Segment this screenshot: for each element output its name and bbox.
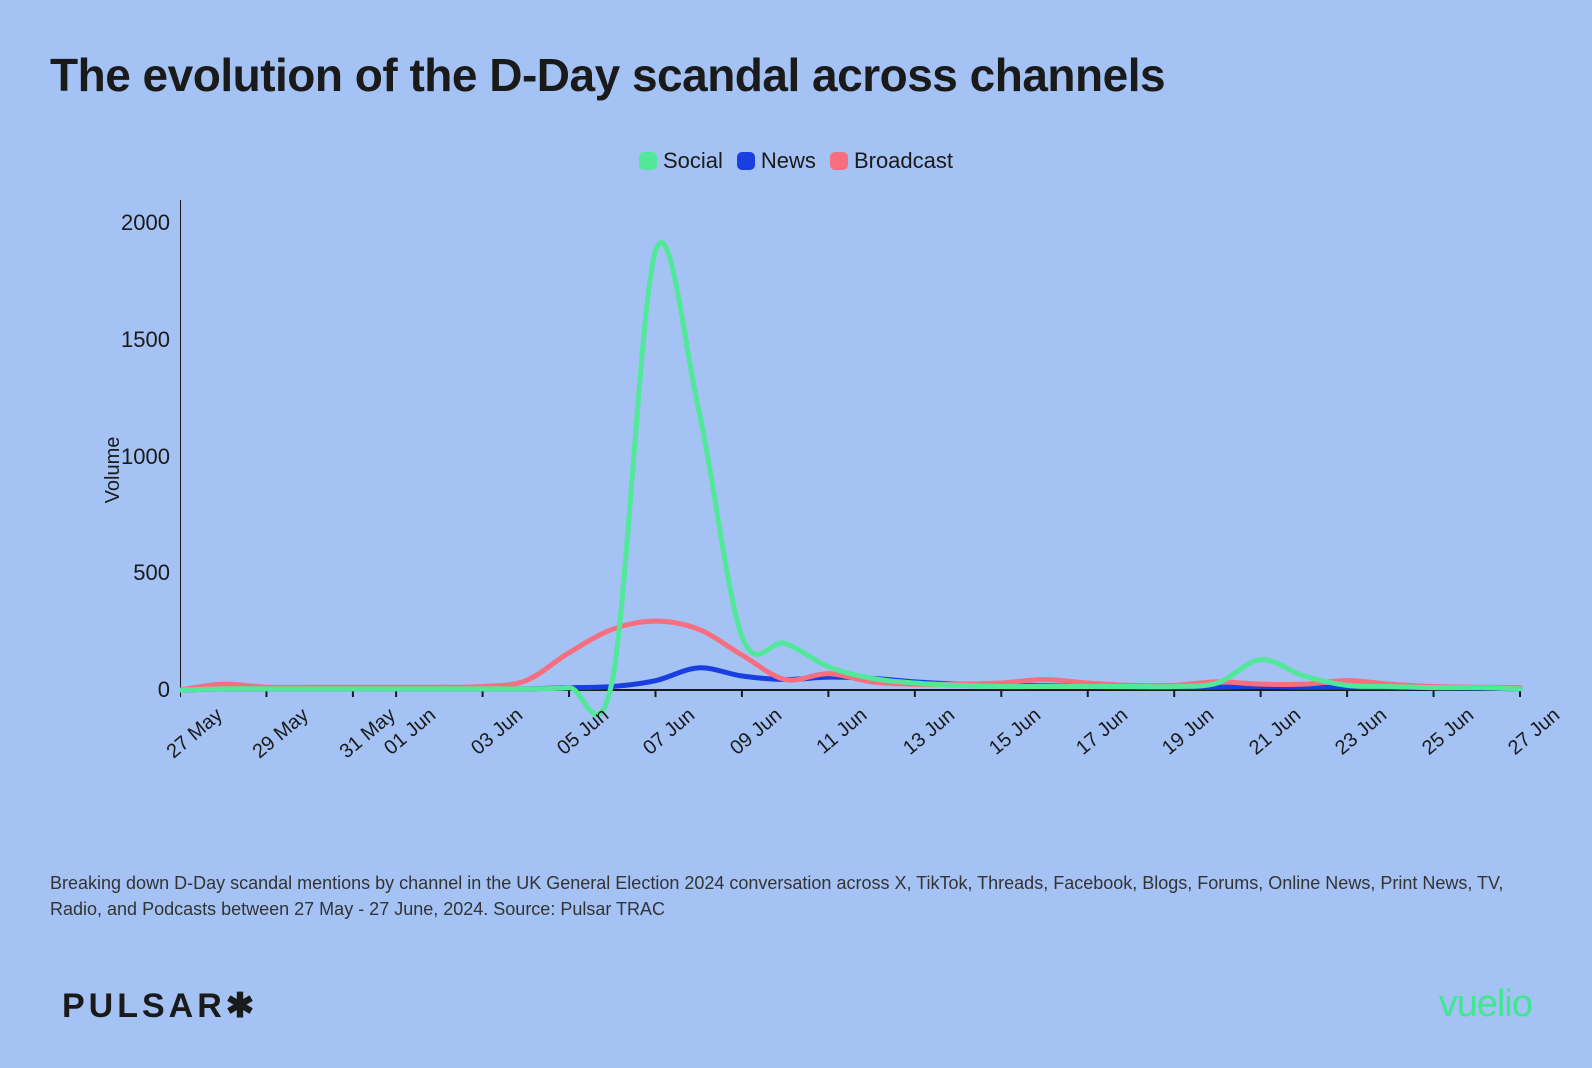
y-tick-label: 1500 bbox=[121, 327, 170, 353]
chart-caption: Breaking down D-Day scandal mentions by … bbox=[50, 870, 1540, 922]
legend-swatch-social bbox=[639, 152, 657, 170]
chart-title: The evolution of the D-Day scandal acros… bbox=[50, 48, 1165, 102]
y-tick-label: 2000 bbox=[121, 210, 170, 236]
y-tick-label: 0 bbox=[158, 677, 170, 703]
series-line-social bbox=[180, 243, 1520, 715]
line-chart-svg bbox=[180, 190, 1530, 730]
legend-label-social: Social bbox=[663, 148, 723, 174]
chart-legend: Social News Broadcast bbox=[0, 148, 1592, 174]
legend-label-broadcast: Broadcast bbox=[854, 148, 953, 174]
legend-item-broadcast: Broadcast bbox=[830, 148, 953, 174]
brand-vuelio: vuelio bbox=[1439, 983, 1532, 1026]
y-tick-label: 1000 bbox=[121, 444, 170, 470]
legend-item-news: News bbox=[737, 148, 816, 174]
legend-item-social: Social bbox=[639, 148, 723, 174]
brand-pulsar: PULSAR✱ bbox=[62, 986, 258, 1026]
y-tick-label: 500 bbox=[133, 560, 170, 586]
legend-swatch-news bbox=[737, 152, 755, 170]
legend-swatch-broadcast bbox=[830, 152, 848, 170]
legend-label-news: News bbox=[761, 148, 816, 174]
chart-area: Volume 050010001500200027 May29 May31 Ma… bbox=[60, 190, 1540, 750]
